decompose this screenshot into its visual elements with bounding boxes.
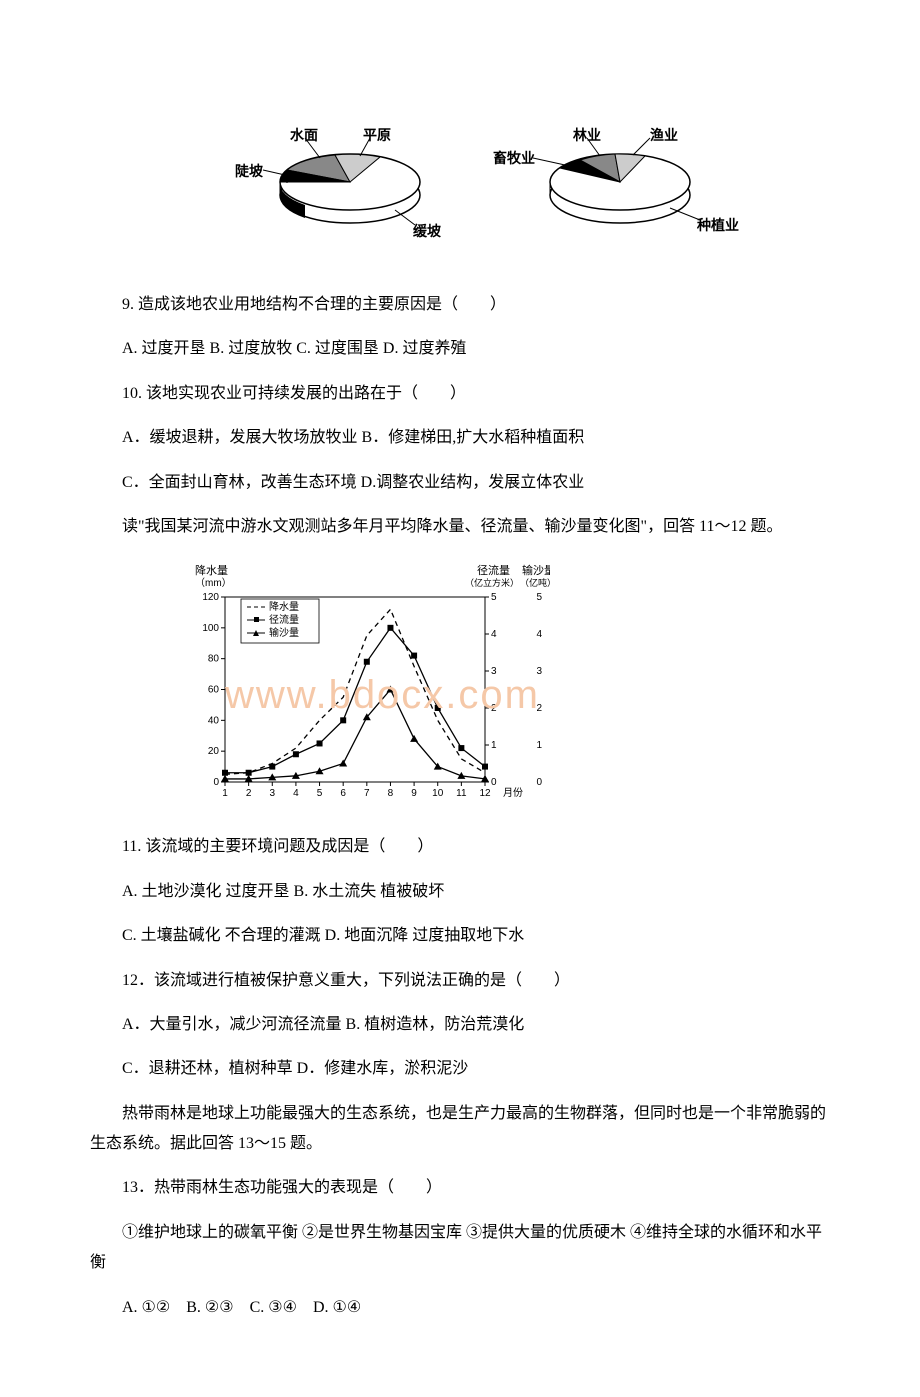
svg-text:5: 5 [317,788,323,799]
svg-text:10: 10 [432,788,444,799]
q13-opts: A. ①② B. ②③ C. ③④ D. ①④ [90,1293,830,1323]
svg-text:径流量: 径流量 [477,563,510,577]
svg-text:5: 5 [536,592,542,603]
line-chart: www.bdocx.com 降水量（mm）径流量（亿立方米）输沙量（亿吨）020… [170,562,550,812]
svg-text:1: 1 [491,740,497,751]
svg-text:5: 5 [491,592,497,603]
svg-text:4: 4 [293,788,299,799]
label-water: 水面 [290,122,318,149]
q12-c: C．退耕还林，植树种草 D．修建水库，淤积泥沙 [90,1054,830,1084]
pie-left: 水面 平原 陡坡 缓坡 [235,120,465,240]
svg-text:8: 8 [388,788,394,799]
label-forestry: 林业 [573,122,601,149]
svg-text:输沙量: 输沙量 [269,626,299,639]
q11-a: A. 土地沙漠化 过度开垦 B. 水土流失 植被破坏 [90,877,830,907]
q12-a: A．大量引水，减少河流径流量 B. 植树造林，防治荒漠化 [90,1010,830,1040]
svg-text:4: 4 [536,629,542,640]
svg-text:2: 2 [246,788,252,799]
svg-text:2: 2 [536,703,542,714]
pie-right: 林业 渔业 畜牧业 种植业 [505,120,735,240]
q13-text: 13．热带雨林生态功能强大的表现是（ ） [90,1173,830,1203]
svg-text:1: 1 [222,788,228,799]
q11-text: 11. 该流域的主要环境问题及成因是（ ） [90,832,830,862]
svg-text:（亿吨）: （亿吨） [520,577,550,588]
label-fishery: 渔业 [650,122,678,149]
q13-body: ①维护地球上的碳氧平衡 ②是世界生物基因宝库 ③提供大量的优质硬木 ④维持全球的… [90,1218,830,1279]
svg-text:降水量: 降水量 [269,600,299,613]
svg-text:（亿立方米）: （亿立方米） [465,577,519,588]
label-plain: 平原 [363,122,391,149]
svg-text:输沙量: 输沙量 [522,563,550,577]
q10-a: A．缓坡退耕，发展大牧场放牧业 B．修建梯田,扩大水稻种植面积 [90,423,830,453]
svg-text:3: 3 [269,788,275,799]
svg-text:7: 7 [364,788,370,799]
svg-text:0: 0 [536,777,542,788]
label-livestock: 畜牧业 [493,145,535,172]
svg-text:80: 80 [208,654,220,665]
q10-c: C．全面封山育林，改善生态环境 D.调整农业结构，发展立体农业 [90,468,830,498]
q9-opts: A. 过度开垦 B. 过度放牧 C. 过度围垦 D. 过度养殖 [90,334,830,364]
svg-text:6: 6 [340,788,346,799]
svg-text:4: 4 [491,629,497,640]
intro13: 热带雨林是地球上功能最强大的生态系统，也是生产力最高的生物群落，但同时也是一个非… [90,1099,830,1160]
q9-text: 9. 造成该地农业用地结构不合理的主要原因是（ ） [90,290,830,320]
q10-text: 10. 该地实现农业可持续发展的出路在于（ ） [90,379,830,409]
svg-text:120: 120 [202,592,219,603]
svg-text:0: 0 [491,777,497,788]
svg-text:降水量: 降水量 [195,563,228,577]
label-gentle: 缓坡 [413,218,441,245]
svg-text:（mm）: （mm） [195,577,232,589]
svg-text:60: 60 [208,685,220,696]
q11-c: C. 土壤盐碱化 不合理的灌溉 D. 地面沉降 过度抽取地下水 [90,921,830,951]
svg-text:12: 12 [479,788,491,799]
svg-text:径流量: 径流量 [269,613,299,626]
svg-text:40: 40 [208,716,220,727]
q12-text: 12．该流域进行植被保护意义重大，下列说法正确的是（ ） [90,966,830,996]
svg-text:月份: 月份 [503,787,523,799]
svg-text:100: 100 [202,623,219,634]
svg-text:3: 3 [536,666,542,677]
svg-text:1: 1 [536,740,542,751]
pie-charts: 水面 平原 陡坡 缓坡 林业 渔业 畜牧业 种植业 [140,120,830,240]
svg-text:3: 3 [491,666,497,677]
svg-text:20: 20 [208,747,220,758]
intro11: 读"我国某河流中游水文观测站多年月平均降水量、径流量、输沙量变化图"，回答 11… [90,512,830,542]
label-planting: 种植业 [697,212,739,239]
svg-text:0: 0 [213,777,219,788]
svg-text:9: 9 [411,788,417,799]
svg-text:2: 2 [491,703,497,714]
svg-text:11: 11 [456,788,467,799]
label-steep: 陡坡 [235,158,263,185]
